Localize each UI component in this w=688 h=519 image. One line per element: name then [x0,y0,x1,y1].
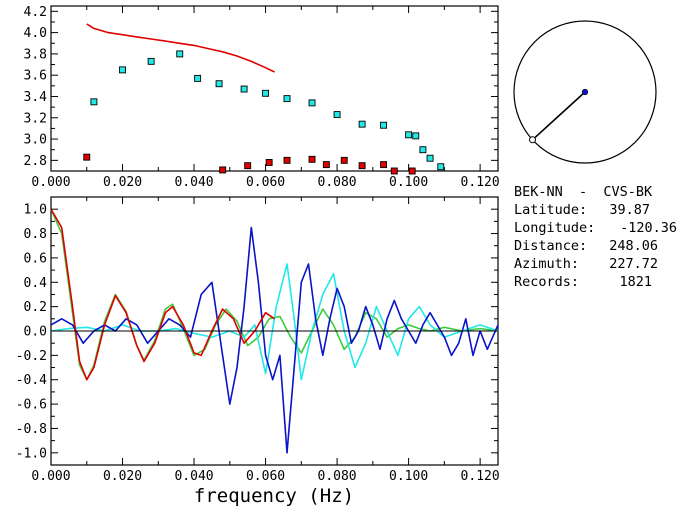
dispersion-point-red [244,162,252,170]
dispersion-point-cyan [215,80,223,88]
center-station-marker [581,88,589,96]
correlation-y-tick-label: -1.0 [16,446,47,461]
correlation-curve-red [50,208,275,381]
dispersion-x-tick-label: 0.020 [103,175,142,190]
dispersion-point-cyan [419,146,427,154]
dispersion-point-cyan [283,95,291,103]
station-pair: BEK-NN - CVS-BK [514,184,653,200]
dispersion-plot-frame [50,5,499,172]
dispersion-y-tick-label: 3.2 [24,111,47,126]
distance-value: 248.06 [609,238,658,254]
correlation-chart: 0.000 0.020 0.040 0.060 0.080 0.100 0.120 1.0 0.… [16,196,500,507]
correlation-x-tick-label: 0.060 [246,469,285,484]
dispersion-point-red [358,162,366,170]
dispersion-y-tick-label: 2.8 [24,154,47,169]
correlation-y-tick-label: 0.8 [24,227,47,242]
correlation-x-tick-label: 0.080 [318,469,357,484]
correlation-x-tick-label: 0.100 [389,469,428,484]
correlation-axes: 0.000 0.020 0.040 0.060 0.080 0.100 0.120 1.0 0.… [16,196,500,484]
x-axis-label: frequency (Hz) [194,485,354,507]
dispersion-point-cyan [262,89,270,97]
dispersion-point-cyan [90,98,98,106]
dispersion-point-red [340,156,348,164]
dispersion-point-red [390,167,398,175]
longitude-value: -120.36 [620,220,677,236]
records-value: 1821 [619,274,652,290]
dispersion-y-tick-label: 3.8 [24,47,47,62]
correlation-y-tick-label: -0.6 [16,398,47,413]
dispersion-point-red [322,161,330,169]
correlation-y-tick-label: 0.4 [24,276,48,291]
dispersion-point-cyan [194,74,202,82]
dispersion-point-red [219,166,227,174]
dispersion-x-tick-label: 0.080 [318,175,357,190]
dispersion-y-tick-label: 3.0 [24,133,47,148]
remote-station-marker [529,136,536,144]
correlation-x-tick-label: 0.020 [103,469,142,484]
dispersion-point-red [408,167,416,175]
dispersion-y-tick-label: 4.2 [24,5,47,20]
azimuth-line [531,91,586,141]
dispersion-y-tick-label: 4.0 [24,26,47,41]
correlation-y-tick-label: -0.4 [16,373,47,388]
dispersion-chart: 0.000 0.020 0.040 0.060 0.080 0.100 0.120 2.8 3.… [24,5,500,190]
dispersion-point-red [308,155,316,163]
correlation-x-tick-label: 0.000 [31,469,70,484]
dispersion-y-tick-label: 3.4 [24,90,48,105]
azimuth-map [513,20,657,164]
azimuth-label: Azimuth: [514,256,579,272]
dispersion-point-cyan [333,111,341,119]
dispersion-y-tick-label: 3.6 [24,69,47,84]
dispersion-x-tick-label: 0.040 [174,175,213,190]
dispersion-point-cyan [437,163,445,171]
correlation-y-tick-label: -0.2 [16,349,47,364]
correlation-series [50,208,499,454]
dispersion-curve-red [86,23,275,73]
dispersion-x-tick-label: 0.000 [31,175,70,190]
correlation-y-tick-label: -0.8 [16,422,47,437]
dispersion-point-red [380,161,388,169]
correlation-y-tick-label: 0.6 [24,251,47,266]
dispersion-point-cyan [405,131,413,139]
dispersion-point-cyan [412,132,420,140]
dispersion-axes: 0.000 0.020 0.040 0.060 0.080 0.100 0.120 2.8 3.… [24,5,500,190]
dispersion-point-cyan [380,121,388,129]
correlation-y-tick-label: 0.2 [24,300,47,315]
dispersion-point-red [83,153,91,161]
info-panel: BEK-NN - CVS-BK Latitude: 39.87 Longitud… [514,184,677,290]
longitude-label: Longitude: [514,220,595,236]
dispersion-point-red [283,156,291,164]
correlation-x-tick-label: 0.120 [461,469,500,484]
dispersion-x-tick-label: 0.100 [389,175,428,190]
dispersion-point-cyan [147,57,155,65]
azimuth-circle [513,20,657,164]
correlation-x-tick-label: 0.040 [174,469,213,484]
dispersion-point-cyan [119,66,126,74]
correlation-y-tick-label: 0.0 [24,325,47,340]
dispersion-point-cyan [426,154,434,162]
correlation-curve-green [50,208,499,381]
latitude-label: Latitude: [514,202,587,218]
latitude-value: 39.87 [609,202,650,218]
dispersion-series [83,23,445,175]
dispersion-point-red [265,159,273,166]
correlation-curve-blue [50,226,499,454]
azimuth-value: 227.72 [609,256,658,272]
distance-label: Distance: [514,238,587,254]
dispersion-point-cyan [308,99,316,107]
dispersion-x-tick-label: 0.120 [461,175,500,190]
correlation-y-tick-label: 1.0 [24,203,47,218]
records-label: Records: [514,274,579,290]
dispersion-point-cyan [176,50,184,58]
correlation-curve-cyan [50,263,499,381]
dispersion-point-cyan [358,120,366,128]
dispersion-point-cyan [240,85,248,93]
dispersion-x-tick-label: 0.060 [246,175,285,190]
